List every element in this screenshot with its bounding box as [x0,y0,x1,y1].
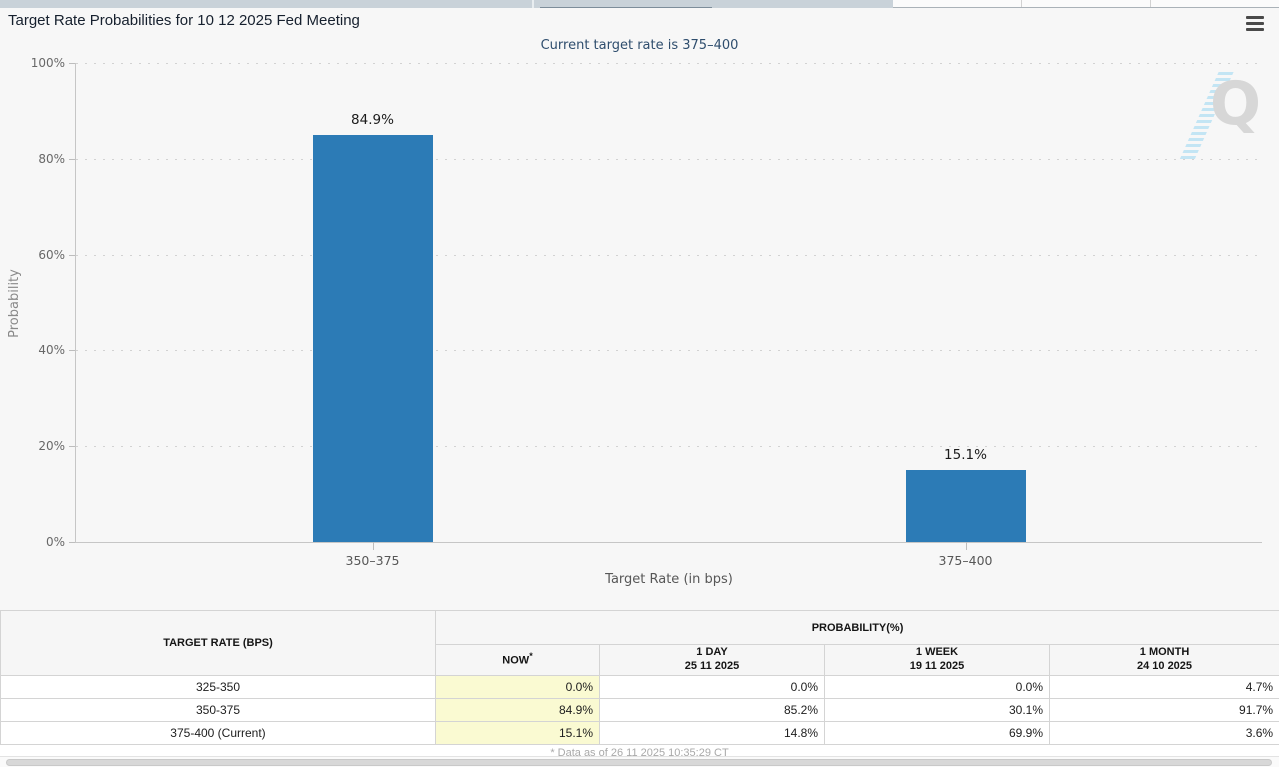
x-tick [965,542,967,550]
period-label: 1 MONTH [1139,646,1190,659]
cell-1-week: 30.1% [824,698,1050,722]
probability-table: TARGET RATE (BPS) PROBABILITY(%) NOW* 1 … [0,610,1279,745]
x-tick [372,542,374,550]
tab-strip-tabs [893,0,1279,8]
bar-slot: 84.9% [312,63,433,542]
y-axis-title-wrap: Probability [2,63,26,543]
gridline [76,63,1262,64]
cell-rate: 350-375 [0,698,436,722]
watermark-q-letter: Q [1209,69,1261,139]
x-axis-title: Target Rate (in bps) [605,572,733,587]
y-tick [69,446,75,448]
period-label: 1 WEEK [915,646,959,659]
col-header-probability: PROBABILITY(%) [434,610,1279,645]
cell-1-month: 4.7% [1048,675,1279,699]
horizontal-scrollbar-thumb[interactable] [6,759,1272,766]
y-tick [69,542,75,543]
chart-section: Target Rate Probabilities for 10 12 2025… [0,8,1279,610]
gridline [76,254,1262,256]
gridline [76,350,1262,352]
quikstrike-watermark: Q [1179,69,1263,164]
y-tick [69,158,75,160]
col-header-target-rate: TARGET RATE (BPS) [0,610,436,676]
x-category-label: 350–375 [345,553,400,568]
bar-375-400[interactable] [905,469,1026,542]
top-tab-strip [0,0,1279,8]
tab-strip-active-area [0,0,893,8]
table-row: 375-400 (Current) 15.1% 14.8% 69.9% 3.6% [0,721,1279,745]
y-tick [69,63,75,64]
period-date: 24 10 2025 [1136,660,1193,672]
col-header-1-week: 1 WEEK 19 11 2025 [824,644,1050,676]
chart-subtitle: Current target rate is 375–400 [540,38,739,53]
cell-now: 84.9% [435,698,600,722]
chart-menu-button[interactable] [1244,15,1266,35]
cell-1-day: 85.2% [599,698,825,722]
gridline [76,158,1262,160]
col-header-1-day: 1 DAY 25 11 2025 [599,644,825,676]
cell-1-month: 91.7% [1048,698,1279,722]
tab-divider [532,0,534,8]
tab-stub[interactable] [893,0,1022,7]
cell-1-week: 69.9% [824,721,1050,745]
y-axis-label: 100% [30,56,65,70]
hamburger-menu-icon [1246,16,1264,31]
plot-area: 100% 80% 60% 40% 20% 0% 84.9% 15.1% 350–… [31,56,1262,587]
probability-table-section: TARGET RATE (BPS) PROBABILITY(%) NOW* 1 … [0,610,1279,759]
bar-value-label: 15.1% [944,446,987,463]
table-row: 350-375 84.9% 85.2% 30.1% 91.7% [0,698,1279,722]
y-axis-label: 0% [45,535,65,549]
table-row: 325-350 0.0% 0.0% 0.0% 4.7% [0,675,1279,699]
y-axis-label: 40% [38,343,65,358]
tab-stub[interactable] [1151,0,1279,7]
period-date: 25 11 2025 [684,660,740,672]
tab-stub[interactable] [1022,0,1151,7]
period-label: 1 DAY [696,646,728,659]
bar-slot: 15.1% [905,63,1026,542]
col-header-now: NOW* [435,644,600,676]
cell-1-day: 14.8% [599,721,825,745]
y-axis-label: 80% [38,151,65,166]
cell-rate: 375-400 (Current) [0,721,436,745]
cell-1-day: 0.0% [599,675,825,699]
gridline [76,446,1262,448]
y-axis-label: 20% [38,439,65,454]
x-category-label: 375–400 [938,553,993,568]
y-tick [69,254,75,256]
now-footnote-asterisk: * [529,651,533,662]
now-label: NOW [502,654,530,667]
y-tick [69,350,75,352]
chart-title: Target Rate Probabilities for 10 12 2025… [8,12,360,29]
period-date: 19 11 2025 [909,660,965,672]
y-axis-title: Probability [6,268,22,338]
cell-rate: 325-350 [0,675,436,699]
tab-underline [540,7,712,8]
col-header-1-month: 1 MONTH 24 10 2025 [1048,644,1279,676]
cell-now: 15.1% [435,721,600,745]
cell-now: 0.0% [435,675,600,699]
cell-1-week: 0.0% [824,675,1050,699]
y-axis-label: 60% [38,247,65,262]
bar-value-label: 84.9% [351,112,394,129]
bar-350-375[interactable] [312,135,433,542]
horizontal-scrollbar [0,756,1279,767]
cell-1-month: 3.6% [1048,721,1279,745]
